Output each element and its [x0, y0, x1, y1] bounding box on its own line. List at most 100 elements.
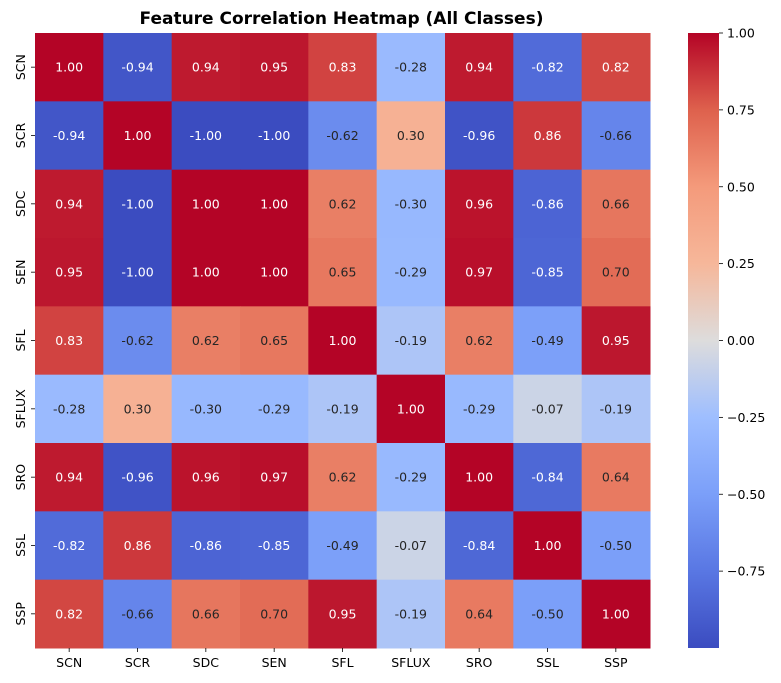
cell-value-label: 1.00 [397, 401, 425, 416]
heatmap-cell [376, 33, 446, 102]
cell-value-label: -0.29 [463, 401, 495, 416]
heatmap-cell [581, 374, 651, 444]
cell-value-label: -0.85 [531, 265, 563, 280]
y-tick-label: SFLUX [13, 389, 28, 429]
y-tick-label: SCN [13, 54, 28, 80]
cell-value-label: -0.94 [53, 128, 85, 143]
heatmap-cell [308, 374, 378, 444]
y-tick-label: SDC [13, 190, 28, 217]
colorbar-tick-label: 1.00 [727, 26, 755, 41]
heatmap-cell [240, 374, 309, 444]
cell-value-label: -0.84 [463, 538, 495, 553]
cell-value-label: -0.66 [600, 128, 632, 143]
heatmap-cell [308, 443, 378, 512]
heatmap-cell [103, 33, 173, 102]
heatmap-cell [103, 579, 173, 649]
cell-value-label: 1.00 [192, 265, 220, 280]
cell-value-label: 0.65 [329, 265, 357, 280]
colorbar-tick-label: 0.25 [727, 256, 755, 271]
cell-value-label: 1.00 [329, 333, 357, 348]
cell-value-label: 0.82 [602, 60, 630, 75]
cell-value-label: -0.19 [600, 401, 632, 416]
heatmap-cell [240, 169, 309, 239]
cell-value-label: 0.94 [55, 470, 83, 485]
heatmap-cell [240, 579, 309, 649]
heatmap-cell [103, 443, 173, 512]
heatmap-cell [581, 511, 651, 581]
heatmap-cell [308, 306, 378, 376]
colorbar-tick-label: 0.75 [727, 102, 755, 117]
heatmap-cell [35, 511, 104, 581]
x-tick-label: SRO [466, 655, 493, 670]
y-tick-label: SFL [13, 329, 28, 351]
cell-value-label: -0.86 [531, 196, 563, 211]
heatmap-cell [513, 238, 583, 307]
heatmap-cell [240, 33, 309, 102]
cell-value-label: 0.64 [465, 606, 493, 621]
cell-value-label: 0.86 [534, 128, 562, 143]
colorbar-tick-label: −0.75 [727, 564, 765, 579]
x-tick-label: SFLUX [391, 655, 431, 670]
heatmap-cell [103, 511, 173, 581]
colorbar-ticks: 1.00 0.75 0.50 0.25 0.00 −0.25 −0.50 −0.75 [719, 26, 765, 579]
heatmap-cell [103, 306, 173, 376]
cell-value-label: -0.28 [53, 401, 85, 416]
heatmap-cell [103, 374, 173, 444]
cell-value-label: 0.94 [55, 196, 83, 211]
heatmap-cell [445, 374, 514, 444]
cell-value-label: -0.29 [258, 401, 290, 416]
colorbar-gradient [688, 33, 719, 648]
cell-value-label: 0.30 [397, 128, 425, 143]
heatmap-cell [308, 101, 378, 171]
heatmap-cell [376, 511, 446, 581]
cell-value-label: -1.00 [258, 128, 290, 143]
heatmap-cell [445, 238, 514, 307]
heatmap-cell [35, 169, 104, 239]
cell-value-label: 0.30 [124, 401, 152, 416]
heatmap-cell [103, 169, 173, 239]
heatmap-cell [308, 238, 378, 307]
heatmap-cell [171, 374, 241, 444]
cell-value-label: 0.95 [55, 265, 83, 280]
x-tick-label: SEN [262, 655, 287, 670]
heatmap-cell [308, 511, 378, 581]
x-tick-label: SCR [125, 655, 151, 670]
cell-value-label: 0.64 [602, 470, 630, 485]
heatmap-cell [308, 579, 378, 649]
heatmap-cell [445, 33, 514, 102]
cell-value-label: 0.86 [124, 538, 152, 553]
cell-value-label: -1.00 [121, 196, 153, 211]
cell-value-label: 0.70 [602, 265, 630, 280]
chart-title: Feature Correlation Heatmap (All Classes… [140, 9, 544, 29]
colorbar-tick-label: −0.25 [727, 410, 765, 425]
heatmap-cell [513, 306, 583, 376]
cell-value-label: -0.84 [531, 470, 563, 485]
heatmap-cell [581, 169, 651, 239]
cell-value-label: 1.00 [260, 196, 288, 211]
x-tick-label: SSL [536, 655, 559, 670]
heatmap-cell [445, 101, 514, 171]
heatmap-cell [240, 511, 309, 581]
heatmap-cell-labels: 1.00 -0.94 0.94 0.95 0.83 -0.28 0.94 -0.82 0.82 -… [53, 60, 632, 622]
y-tick-label: SSL [13, 534, 28, 557]
heatmap-cell [445, 443, 514, 512]
cell-value-label: -0.82 [53, 538, 85, 553]
heatmap-cell [240, 101, 309, 171]
cell-value-label: -0.07 [395, 538, 427, 553]
y-tick-label: SRO [13, 464, 28, 491]
cell-value-label: 0.97 [260, 470, 288, 485]
heatmap-cell [513, 33, 583, 102]
cell-value-label: -0.28 [395, 60, 427, 75]
cell-value-label: 1.00 [192, 196, 220, 211]
heatmap-cell [35, 374, 104, 444]
cell-value-label: 0.96 [465, 196, 493, 211]
heatmap-cell [513, 374, 583, 444]
cell-value-label: 0.83 [55, 333, 83, 348]
cell-value-label: 0.95 [602, 333, 630, 348]
heatmap-cell [581, 579, 651, 649]
heatmap-cell [581, 33, 651, 102]
cell-value-label: -1.00 [190, 128, 222, 143]
heatmap-cell [513, 443, 583, 512]
colorbar-tick-label: −0.50 [727, 487, 765, 502]
